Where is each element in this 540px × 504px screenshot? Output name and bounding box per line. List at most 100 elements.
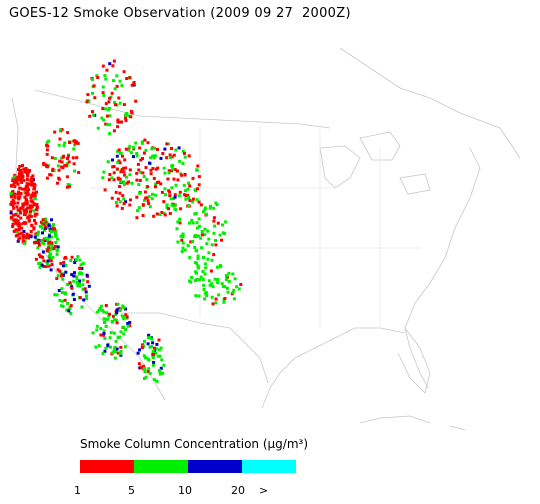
smoke-pixel <box>20 177 24 181</box>
legend-segment-5-10 <box>134 460 188 473</box>
smoke-pixel <box>109 331 113 335</box>
smoke-pixel <box>72 298 76 301</box>
smoke-pixel <box>45 148 49 152</box>
smoke-pixel <box>23 242 26 246</box>
smoke-pixel <box>148 371 152 375</box>
smoke-pixel <box>78 296 82 299</box>
smoke-pixel <box>114 190 118 194</box>
smoke-pixel <box>129 151 133 155</box>
smoke-pixel <box>202 256 205 259</box>
smoke-pixel <box>191 240 195 243</box>
smoke-pixel <box>26 206 30 210</box>
smoke-pixel <box>188 199 192 202</box>
smoke-pixel <box>103 337 107 340</box>
smoke-pixel <box>170 186 174 190</box>
smoke-pixel <box>107 108 111 112</box>
smoke-pixel <box>106 123 110 127</box>
smoke-pixel <box>231 272 235 276</box>
smoke-pixel <box>149 156 153 160</box>
smoke-pixel <box>146 370 150 374</box>
smoke-pixel <box>26 172 30 176</box>
smoke-pixel <box>50 263 54 267</box>
smoke-pixel <box>147 202 151 205</box>
smoke-pixel <box>196 264 200 268</box>
smoke-pixel <box>143 339 146 343</box>
smoke-pixel <box>141 214 145 217</box>
smoke-pixel <box>73 271 76 275</box>
smoke-pixel <box>208 283 212 287</box>
smoke-pixel <box>186 193 190 197</box>
smoke-pixel <box>18 232 22 236</box>
legend-tick-20: 20 <box>231 484 245 497</box>
smoke-pixel <box>82 298 86 302</box>
smoke-pixel <box>96 76 100 79</box>
smoke-pixel <box>118 185 122 188</box>
smoke-pixel <box>60 291 64 295</box>
smoke-pixel <box>50 247 54 251</box>
smoke-pixel <box>151 154 155 158</box>
smoke-pixel <box>128 76 132 80</box>
smoke-pixel <box>46 165 49 169</box>
smoke-pixel <box>74 258 78 262</box>
smoke-pixel <box>210 282 214 286</box>
smoke-pixel <box>113 87 117 91</box>
smoke-pixel <box>32 226 36 230</box>
smoke-pixel <box>135 216 139 220</box>
smoke-pixel <box>139 170 142 174</box>
smoke-pixel <box>128 144 132 148</box>
smoke-pixel <box>122 325 126 329</box>
smoke-pixel <box>233 277 237 281</box>
smoke-pixel <box>179 207 183 211</box>
smoke-pixel <box>142 354 146 358</box>
smoke-pixel <box>105 311 109 315</box>
smoke-pixel <box>212 206 216 210</box>
smoke-pixel <box>201 270 205 273</box>
smoke-pixel <box>37 262 41 266</box>
smoke-pixel <box>11 189 15 193</box>
smoke-pixel <box>35 237 39 241</box>
smoke-pixel <box>52 227 56 231</box>
smoke-pixel <box>29 199 33 203</box>
smoke-pixel <box>25 199 29 203</box>
smoke-pixel <box>17 175 21 179</box>
smoke-pixel <box>139 158 143 162</box>
smoke-pixel <box>57 143 61 147</box>
smoke-pixel <box>174 148 178 152</box>
smoke-pixel <box>136 162 140 166</box>
smoke-pixel <box>72 279 76 283</box>
smoke-pixel <box>154 347 158 351</box>
smoke-pixel <box>144 196 148 200</box>
smoke-pixel <box>135 152 139 155</box>
smoke-pixel <box>49 252 52 256</box>
smoke-pixel <box>200 230 204 233</box>
smoke-pixel <box>32 202 36 206</box>
smoke-pixel <box>199 236 203 240</box>
smoke-pixel <box>56 274 60 278</box>
smoke-pixel <box>191 200 195 204</box>
smoke-pixel <box>52 247 56 250</box>
smoke-pixel <box>135 154 139 158</box>
smoke-pixel <box>172 204 176 208</box>
smoke-pixel <box>150 345 154 349</box>
smoke-pixel <box>173 168 177 172</box>
smoke-pixel <box>20 171 24 175</box>
smoke-pixel <box>183 189 187 193</box>
smoke-pixel <box>203 233 207 237</box>
smoke-pixel <box>63 256 67 259</box>
smoke-pixel <box>177 194 181 198</box>
smoke-pixel <box>104 304 108 307</box>
smoke-pixel <box>167 207 171 211</box>
smoke-pixel <box>150 147 154 151</box>
smoke-pixel <box>215 265 219 269</box>
smoke-pixel <box>122 332 126 336</box>
smoke-pixel <box>124 147 128 151</box>
smoke-pixel <box>116 119 120 123</box>
smoke-pixel <box>28 218 31 222</box>
smoke-pixel <box>66 131 70 135</box>
smoke-pixel <box>170 169 174 173</box>
smoke-pixel <box>36 246 40 250</box>
smoke-pixel <box>232 297 236 301</box>
smoke-pixel <box>125 181 129 185</box>
smoke-pixel <box>38 265 42 269</box>
map-title: GOES-12 Smoke Observation (2009 09 27 20… <box>9 6 351 21</box>
